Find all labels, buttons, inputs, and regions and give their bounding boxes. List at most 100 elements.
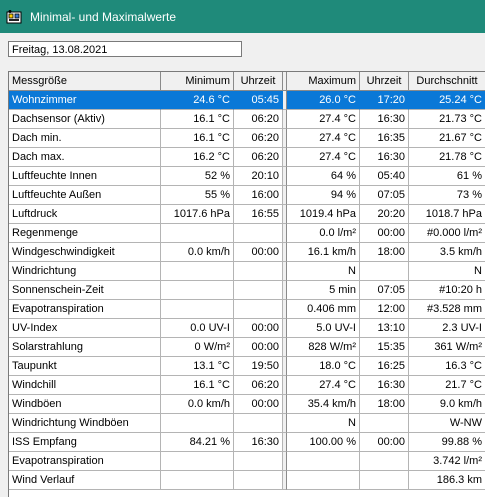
column-separator (283, 110, 287, 129)
table-cell: 0 W/m² (161, 338, 234, 357)
table-cell: Windgeschwindigkeit (9, 243, 161, 262)
table-cell (161, 300, 234, 319)
table-cell (161, 471, 234, 490)
table-cell: 00:00 (234, 338, 283, 357)
table-cell: 0.0 km/h (161, 243, 234, 262)
table-cell: 73 % (409, 186, 485, 205)
table-cell: Sonnenschein-Zeit (9, 281, 161, 300)
table-row[interactable]: Windgeschwindigkeit 0.0 km/h 00:00 16.1 km/… (9, 243, 485, 262)
table-cell: 5.0 UV-I (287, 319, 360, 338)
table-row[interactable]: Windrichtung Windböen N W-NW (9, 414, 485, 433)
table-cell (234, 281, 283, 300)
table-cell: 21.67 °C (409, 129, 485, 148)
table-cell: 27.4 °C (287, 148, 360, 167)
table-cell: Dachsensor (Aktiv) (9, 110, 161, 129)
column-header[interactable]: Uhrzeit (234, 72, 283, 91)
table-cell (161, 262, 234, 281)
table-cell: 16.1 °C (161, 376, 234, 395)
table-cell: Dach min. (9, 129, 161, 148)
table-cell: 3.5 km/h (409, 243, 485, 262)
table-row[interactable]: Sonnenschein-Zeit 5 min 07:05 #10:20 h (9, 281, 485, 300)
table-cell: 3.742 l/m² (409, 452, 485, 471)
column-separator (283, 452, 287, 471)
table-cell: 21.7 °C (409, 376, 485, 395)
table-cell: 05:40 (360, 167, 409, 186)
table-row[interactable]: Taupunkt 13.1 °C 19:50 18.0 °C 16:25 16.3 °C (9, 357, 485, 376)
table-cell: 17:20 (360, 91, 409, 110)
column-header[interactable]: Maximum (287, 72, 360, 91)
table-row[interactable]: Dachsensor (Aktiv) 16.1 °C 06:20 27.4 °C 16:… (9, 110, 485, 129)
table-row[interactable]: Solarstrahlung 0 W/m² 00:00 828 W/m² 15:35 36… (9, 338, 485, 357)
column-separator (283, 338, 287, 357)
table-cell: Taupunkt (9, 357, 161, 376)
table-cell: Windböen (9, 395, 161, 414)
table-cell: #0.000 l/m² (409, 224, 485, 243)
table-cell (360, 452, 409, 471)
column-header[interactable]: Durchschnitt (409, 72, 485, 91)
table-cell: 16:30 (360, 376, 409, 395)
table-cell: 828 W/m² (287, 338, 360, 357)
window-title: Minimal- und Maximalwerte (30, 9, 177, 24)
column-separator (283, 243, 287, 262)
column-separator (283, 186, 287, 205)
table-row[interactable]: Wohnzimmer 24.6 °C 05:45 26.0 °C 17:20 25.24 … (9, 91, 485, 110)
column-header[interactable]: Messgröße (9, 72, 161, 91)
table-row[interactable]: Evapotranspiration 3.742 l/m² (9, 452, 485, 471)
table-cell (161, 281, 234, 300)
table-cell: Luftfeuchte Außen (9, 186, 161, 205)
column-header[interactable]: Minimum (161, 72, 234, 91)
table-row[interactable]: Windböen 0.0 km/h 00:00 35.4 km/h 18:00 9.0 k… (9, 395, 485, 414)
table-row[interactable]: ISS Empfang 84.21 % 16:30 100.00 % 00:00 99.8… (9, 433, 485, 452)
table-cell: 64 % (287, 167, 360, 186)
table-row[interactable]: Windrichtung N N (9, 262, 485, 281)
weather-station-icon[interactable] (6, 9, 22, 25)
table-row[interactable]: Regenmenge 0.0 l/m² 00:00 #0.000 l/m² (9, 224, 485, 243)
column-separator (283, 300, 287, 319)
table-row[interactable]: Dach max. 16.2 °C 06:20 27.4 °C 16:30 21.78 °… (9, 148, 485, 167)
table-cell: 16:35 (360, 129, 409, 148)
table-cell: 07:05 (360, 186, 409, 205)
table-row[interactable]: Luftfeuchte Innen 52 % 20:10 64 % 05:40 61 % (9, 167, 485, 186)
table-cell: 35.4 km/h (287, 395, 360, 414)
table-row[interactable]: Evapotranspiration 0.406 mm 12:00 #3.528 mm (9, 300, 485, 319)
table-cell: Dach max. (9, 148, 161, 167)
table-cell: 0.0 UV-I (161, 319, 234, 338)
table-cell: Windchill (9, 376, 161, 395)
table-cell (161, 224, 234, 243)
min-max-table[interactable]: Messgröße Minimum Uhrzeit Maximum Uhrzeit Dur… (8, 71, 485, 497)
table-cell: 18:00 (360, 395, 409, 414)
date-field[interactable]: Freitag, 13.08.2021 (8, 41, 242, 57)
table-cell (234, 300, 283, 319)
title-bar[interactable]: Minimal- und Maximalwerte (0, 0, 485, 33)
table-row[interactable]: UV-Index 0.0 UV-I 00:00 5.0 UV-I 13:10 2.3 UV… (9, 319, 485, 338)
column-separator (283, 281, 287, 300)
column-separator (283, 357, 287, 376)
column-header[interactable]: Uhrzeit (360, 72, 409, 91)
table-row[interactable]: Wind Verlauf 186.3 km (9, 471, 485, 490)
table-cell (161, 452, 234, 471)
table-cell (234, 262, 283, 281)
table-cell (234, 224, 283, 243)
table-cell: 00:00 (234, 395, 283, 414)
table-row[interactable]: Luftdruck 1017.6 hPa 16:55 1019.4 hPa 20:20 1… (9, 205, 485, 224)
table-row[interactable]: Luftfeuchte Außen 55 % 16:00 94 % 07:05 73 % (9, 186, 485, 205)
table-cell: Wohnzimmer (9, 91, 161, 110)
column-separator (283, 319, 287, 338)
table-cell: 361 W/m² (409, 338, 485, 357)
column-separator (283, 224, 287, 243)
table-cell: 1019.4 hPa (287, 205, 360, 224)
table-header-row: Messgröße Minimum Uhrzeit Maximum Uhrzeit Dur… (9, 72, 485, 91)
table-row[interactable]: Windchill 16.1 °C 06:20 27.4 °C 16:30 21.7 °C (9, 376, 485, 395)
table-cell: 1017.6 hPa (161, 205, 234, 224)
table-cell: 16.3 °C (409, 357, 485, 376)
table-cell: 2.3 UV-I (409, 319, 485, 338)
table-cell: 16:55 (234, 205, 283, 224)
table-cell: 16:30 (234, 433, 283, 452)
table-cell: 0.0 km/h (161, 395, 234, 414)
column-separator (283, 148, 287, 167)
table-row[interactable]: Dach min. 16.1 °C 06:20 27.4 °C 16:35 21.67 °… (9, 129, 485, 148)
table-cell (287, 471, 360, 490)
table-cell: 84.21 % (161, 433, 234, 452)
table-cell: 26.0 °C (287, 91, 360, 110)
table-cell: Evapotranspiration (9, 452, 161, 471)
